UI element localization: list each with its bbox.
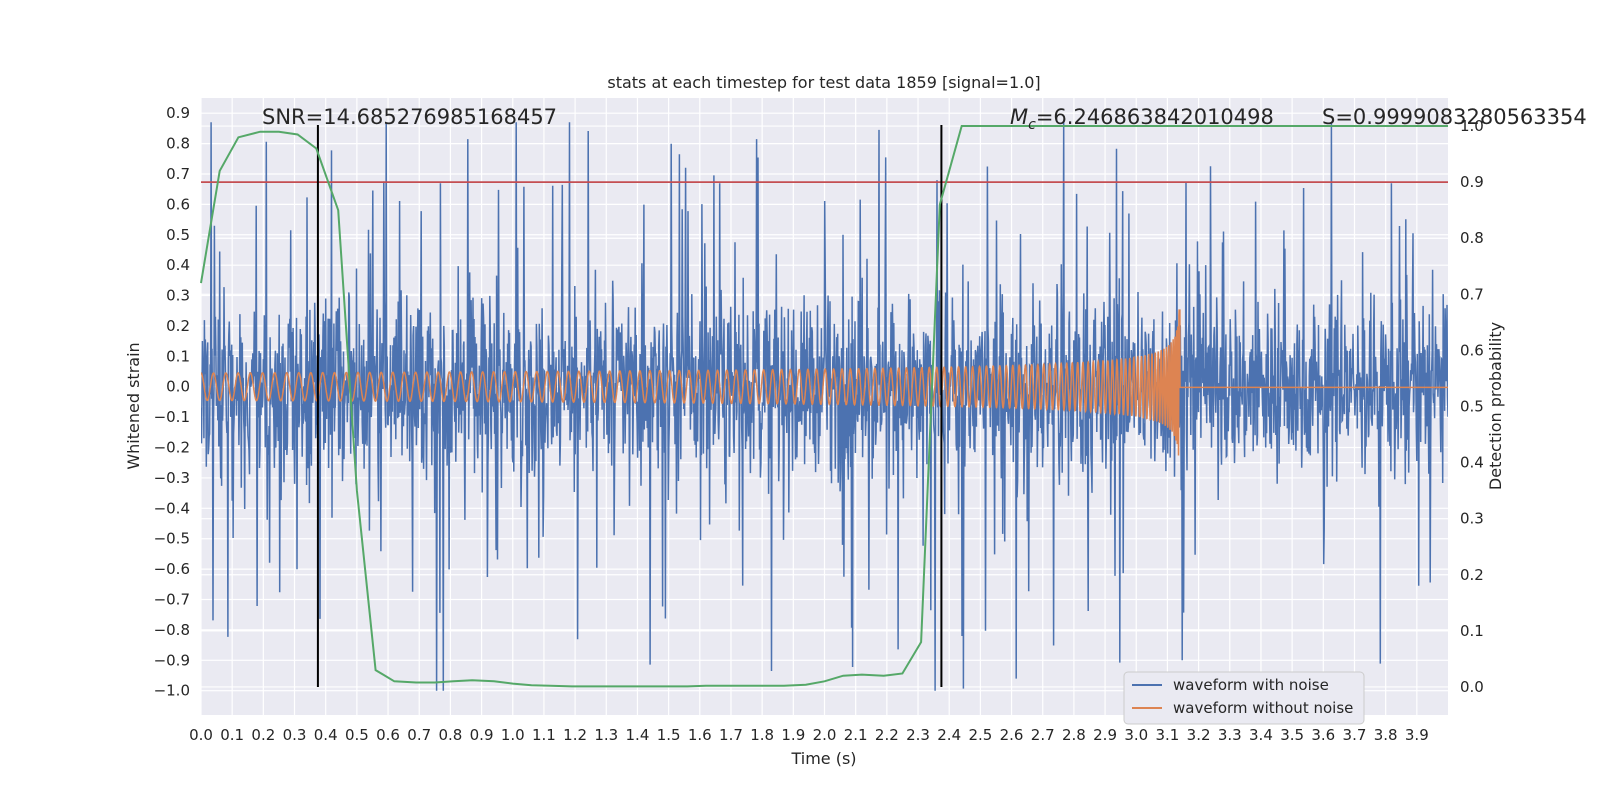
y-tick-label-left: 0.8 (166, 135, 190, 153)
y-tick-label-right: 0.7 (1460, 285, 1484, 303)
y-tick-label-right: 0.2 (1460, 566, 1484, 584)
y-tick-label-right: 0.4 (1460, 454, 1484, 472)
y-axis-left-label: Whitened strain (124, 342, 143, 469)
x-tick-label: 1.3 (594, 726, 618, 744)
x-tick-label: 2.6 (1000, 726, 1024, 744)
y-tick-label-right: 0.0 (1460, 678, 1484, 696)
x-tick-label: 1.0 (501, 726, 525, 744)
x-tick-label: 0.4 (314, 726, 338, 744)
x-tick-label: 3.9 (1405, 726, 1429, 744)
y-tick-label-left: 0.0 (166, 378, 190, 396)
x-tick-label: 0.2 (251, 726, 275, 744)
y-tick-label-left: −0.4 (154, 499, 190, 517)
y-tick-label-right: 0.8 (1460, 229, 1484, 247)
chirp-mass-value: =6.246863842010498 (1036, 105, 1274, 129)
x-tick-label: 1.1 (532, 726, 556, 744)
x-tick-label: 1.7 (719, 726, 743, 744)
x-tick-label: 2.5 (968, 726, 992, 744)
y-tick-label-left: 0.7 (166, 165, 190, 183)
legend-box (1123, 671, 1365, 725)
y-tick-label-right: 0.3 (1460, 510, 1484, 528)
x-tick-label: 3.5 (1280, 726, 1304, 744)
y-tick-label-left: −0.5 (154, 530, 190, 548)
x-tick-label: 2.2 (875, 726, 899, 744)
y-tick-label-left: 0.1 (166, 347, 190, 365)
x-tick-label: 2.4 (937, 726, 961, 744)
y-axis-right-label: Detection probability (1486, 322, 1505, 490)
y-tick-label-left: −0.9 (154, 651, 190, 669)
x-tick-label: 1.8 (750, 726, 774, 744)
x-tick-label: 2.0 (813, 726, 837, 744)
y-tick-label-left: −0.6 (154, 560, 190, 578)
legend-noise-label: waveform with noise (1173, 676, 1329, 694)
chart-title: stats at each timestep for test data 185… (607, 73, 1040, 92)
x-tick-label: 0.9 (470, 726, 494, 744)
x-tick-label: 1.9 (781, 726, 805, 744)
y-tick-label-right: 0.1 (1460, 622, 1484, 640)
y-tick-label-left: 0.3 (166, 287, 190, 305)
x-tick-label: 0.6 (376, 726, 400, 744)
y-tick-label-right: 1.0 (1460, 117, 1484, 135)
vertical-markers (316, 125, 943, 687)
y-tick-label-right: 0.5 (1460, 398, 1484, 416)
x-tick-label: 3.7 (1343, 726, 1367, 744)
x-tick-label: 0.3 (283, 726, 307, 744)
y-tick-label-left: 0.9 (166, 104, 190, 122)
x-tick-label: 1.4 (626, 726, 650, 744)
y-tick-label-left: 0.5 (166, 226, 190, 244)
x-tick-label: 2.7 (1031, 726, 1055, 744)
series-detection-probability (200, 125, 1448, 688)
x-tick-label: 3.4 (1249, 726, 1273, 744)
snr-annotation: SNR=14.685276985168457 (262, 105, 557, 129)
y-axis-right-ticks: 1.0 0.9 0.8 0.7 0.6 0.5 0.4 0.3 0.2 0.1 0.0 (1460, 117, 1484, 696)
chirp-mass-annotation: Mc=6.246863842010498 (1010, 105, 1274, 133)
y-tick-label-right: 0.9 (1460, 173, 1484, 191)
y-tick-label-left: −0.7 (154, 591, 190, 609)
x-tick-label: 0.7 (407, 726, 431, 744)
y-tick-label-left: −0.8 (154, 621, 190, 639)
x-tick-label: 2.9 (1093, 726, 1117, 744)
y-tick-label-left: −0.3 (154, 469, 190, 487)
x-tick-label: 3.3 (1218, 726, 1242, 744)
y-tick-label-left: −0.2 (154, 439, 190, 457)
series-waveform-with-noise (201, 122, 1448, 691)
x-tick-label: 0.8 (438, 726, 462, 744)
y-tick-label-left: −1.0 (154, 682, 190, 700)
x-tick-label: 2.3 (906, 726, 930, 744)
s-annotation: S=0.9999083280563354 (1322, 105, 1587, 129)
x-tick-label: 3.8 (1374, 726, 1398, 744)
x-tick-label: 1.6 (688, 726, 712, 744)
chirp-mass-subscript: c (1028, 117, 1036, 133)
series-waveform-without-noise (201, 309, 1448, 456)
x-tick-label: 3.1 (1155, 726, 1179, 744)
x-tick-label: 0.5 (345, 726, 369, 744)
x-tick-label: 3.0 (1124, 726, 1148, 744)
x-axis-label: Time (s) (790, 749, 856, 768)
x-tick-label: 0.0 (189, 726, 213, 744)
x-tick-label: 2.8 (1062, 726, 1086, 744)
x-tick-label: 2.1 (844, 726, 868, 744)
y-tick-label-left: −0.1 (154, 408, 190, 426)
x-tick-label: 1.5 (657, 726, 681, 744)
legend: waveform with noise waveform without noi… (1123, 671, 1365, 725)
x-tick-label: 0.1 (220, 726, 244, 744)
x-tick-label: 1.2 (563, 726, 587, 744)
y-tick-label-left: 0.6 (166, 195, 190, 213)
x-axis-ticks: 0.0 0.1 0.2 0.3 0.4 0.5 0.6 0.7 0.8 0.9 1.0 1.1 1.2 1… (189, 726, 1429, 744)
y-tick-label-left: 0.2 (166, 317, 190, 335)
y-tick-label-left: 0.4 (166, 256, 190, 274)
x-tick-label: 3.6 (1311, 726, 1335, 744)
legend-clean-label: waveform without noise (1173, 699, 1353, 717)
y-axis-left-ticks: 0.9 0.8 0.7 0.6 0.5 0.4 0.3 0.2 0.1 0.0 −0.1 −0.2 −0… (154, 104, 190, 699)
y-tick-label-right: 0.6 (1460, 341, 1484, 359)
x-tick-label: 3.2 (1187, 726, 1211, 744)
chirp-mass-symbol: M (1010, 105, 1028, 129)
